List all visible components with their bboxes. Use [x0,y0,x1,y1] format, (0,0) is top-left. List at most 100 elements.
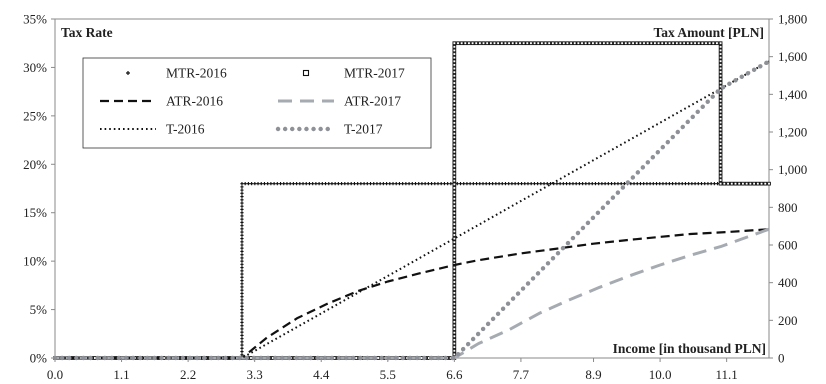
series-mtr-2016-marker [712,182,716,186]
series-mtr-2016-marker [478,182,482,186]
series-mtr-2016-marker [314,182,318,186]
x-tick-label: 5.5 [380,367,396,382]
series-mtr-2017-marker [653,41,657,46]
series-mtr-2017-marker [696,41,701,46]
series-mtr-2017-marker [452,113,457,118]
series-mtr-2017-marker [638,41,643,46]
series-mtr-2017-marker [452,291,457,295]
series-mtr-2016-marker [577,182,581,186]
x-tick-label: 7.7 [513,367,530,382]
series-mtr-2016-marker [581,182,585,186]
series-mtr-2017-marker [718,149,723,154]
series-mtr-2017-marker [682,41,686,46]
series-mtr-2017-marker [521,41,526,46]
series-mtr-2016-marker [346,182,350,186]
series-mtr-2017-marker [452,81,457,85]
series-mtr-2016-marker [661,182,665,186]
series-mtr-2017-marker [452,276,457,281]
series-mtr-2017-marker [718,59,723,64]
series-mtr-2017-marker [452,334,457,339]
series-mtr-2016-marker [603,182,607,186]
series-mtr-2016-marker [632,182,636,186]
series-mtr-2017-marker [452,77,457,82]
series-mtr-2016-marker [240,285,244,289]
series-mtr-2017-marker [605,41,610,46]
series-mtr-2017-marker [452,70,457,75]
series-mtr-2017-marker [452,323,457,328]
series-mtr-2017-marker [718,171,723,175]
series-mtr-2016-marker [317,182,321,186]
series-mtr-2017-marker [452,294,457,299]
series-mtr-2016-marker [654,182,659,186]
series-mtr-2017-marker [452,309,457,313]
series-mtr-2017-marker [704,41,708,46]
series-mtr-2016-marker [240,346,244,350]
series-mtr-2017-marker [718,167,723,172]
series-mtr-2017-marker [452,102,457,107]
series-mtr-2016-marker [462,182,466,186]
series-mtr-2016-marker [240,217,244,221]
series-mtr-2016-marker [715,182,720,186]
series-mtr-2016-marker [250,182,254,186]
legend-label: ATR-2016 [166,94,223,109]
series-mtr-2017-marker [602,41,606,46]
series-mtr-2017-marker [678,41,683,46]
series-mtr-2017-marker [718,156,723,161]
series-mtr-2017-marker [452,88,457,93]
series-mtr-2017-marker [452,124,457,129]
series-mtr-2017-marker [452,312,457,317]
series-mtr-2016-marker [240,188,244,192]
series-mtr-2016-marker [362,182,366,186]
series-mtr-2017-marker [452,338,457,342]
y-right-tick-label: 0 [778,351,785,366]
series-mtr-2016-marker [240,353,244,357]
x-tick-label: 6.6 [446,367,463,382]
series-mtr-2017-marker [718,91,723,96]
series-mtr-2017-marker [452,301,457,306]
series-mtr-2017-marker [452,92,457,96]
series-mtr-2017-marker [715,41,719,46]
series-mtr-2017-marker [612,41,617,46]
series-mtr-2017-marker [452,182,457,187]
series-mtr-2016-marker [494,182,498,186]
series-mtr-2017-marker [718,52,723,56]
series-mtr-2017-marker [660,41,665,46]
series-mtr-2016-marker [690,182,694,186]
series-mtr-2017-marker [452,352,457,357]
series-mtr-2016-marker [240,256,244,260]
series-mtr-2017-marker [452,189,457,194]
series-mtr-2016-marker [384,182,389,186]
series-mtr-2016-marker [391,182,395,186]
series-mtr-2016-marker [516,182,520,186]
series-mtr-2016-marker [368,182,373,186]
y-left-tick-label: 30% [23,60,47,75]
series-mtr-2016-marker [295,182,299,186]
series-mtr-2017-marker [452,117,457,122]
series-mtr-2016-marker [484,182,488,186]
series-mtr-2016-marker [240,246,244,250]
series-atr-2016 [55,228,770,360]
series-mtr-2016-marker [706,182,710,186]
series-mtr-2016-marker [269,182,273,186]
series-mtr-2017-marker [496,41,500,46]
series-mtr-2016-marker [240,204,244,208]
series-mtr-2017-marker [689,41,694,46]
series-mtr-2017-marker [452,280,457,284]
series-mtr-2016-marker [378,182,382,186]
series-mtr-2016-marker [590,182,594,186]
x-tick-label: 3.3 [247,367,263,382]
series-mtr-2017-marker [452,218,457,223]
series-mtr-2017-marker [718,127,723,132]
series-mtr-2016-marker [680,182,684,186]
series-mtr-2016-marker [455,182,459,186]
series-mtr-2017-marker [452,204,457,208]
series-mtr-2016-marker [561,182,565,186]
series-mtr-2017-marker [722,181,727,186]
y-right-tick-label: 1,400 [778,87,807,102]
x-tick-label: 8.9 [585,367,601,382]
series-mtr-2017-marker [474,41,479,46]
series-mtr-2016-marker [240,249,244,254]
series-mtr-2016-marker [365,182,369,186]
series-mtr-2017-marker [499,41,504,46]
